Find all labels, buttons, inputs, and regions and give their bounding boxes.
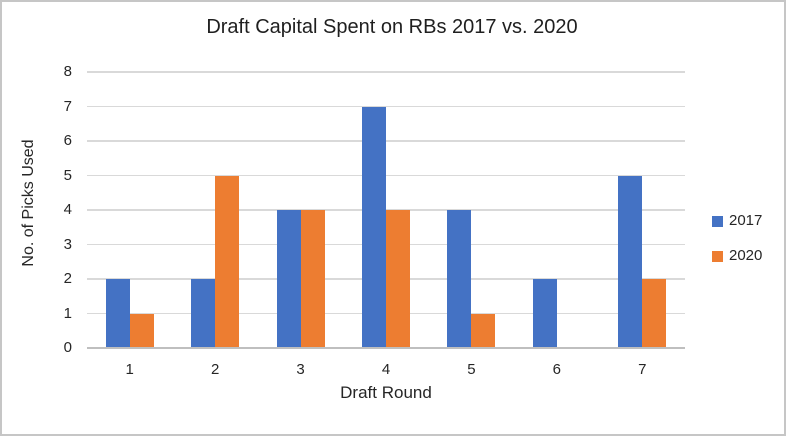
y-tick-label-8: 8: [63, 63, 72, 80]
x-tick-label-7: 7: [638, 361, 647, 378]
bar-2020-round-5: [471, 313, 496, 348]
gridline-y-8: [87, 71, 685, 73]
bar-2020-round-2: [215, 175, 240, 348]
chart-title: Draft Capital Spent on RBs 2017 vs. 2020: [206, 16, 578, 38]
legend-item-2017: 2017: [712, 213, 762, 229]
y-tick-label-3: 3: [63, 235, 72, 253]
x-axis-title: Draft Round: [340, 383, 432, 402]
x-tick-label-2: 2: [210, 361, 220, 378]
bar-2017-round-6: [532, 279, 557, 348]
legend-swatch-2020: [712, 250, 723, 262]
bar-2020-round-1: [129, 313, 154, 348]
bar-2020-round-7: [642, 279, 667, 348]
bar-2020-round-4: [386, 210, 410, 348]
y-tick-label-1: 1: [63, 304, 72, 322]
bar-2017-round-7: [618, 175, 643, 348]
bar-2017-round-1: [105, 279, 130, 348]
x-tick-label-6: 6: [552, 361, 562, 378]
legend-label-2017: 2017: [729, 212, 763, 229]
x-tick-label-4: 4: [381, 361, 391, 378]
bar-2017-round-4: [362, 106, 386, 348]
gridline-y-5: [87, 174, 685, 177]
bar-2017-round-3: [276, 210, 301, 348]
y-axis-title: No. of Picks Used: [20, 139, 37, 267]
legend-item-2020: 2020: [712, 248, 762, 264]
y-tick-label-6: 6: [63, 132, 72, 149]
y-tick-label-0: 0: [63, 339, 72, 356]
y-tick-label-4: 4: [63, 201, 72, 218]
legend: 2017 2020: [712, 213, 762, 283]
x-axis-line: [87, 347, 685, 349]
legend-label-2020: 2020: [729, 247, 763, 264]
y-tick-label-7: 7: [63, 97, 72, 115]
x-tick-label-3: 3: [296, 361, 305, 378]
x-tick-label-5: 5: [467, 361, 476, 378]
y-tick-label-2: 2: [63, 270, 72, 287]
gridline-y-7: [87, 105, 685, 108]
y-tick-label-5: 5: [63, 166, 72, 184]
gridline-y-6: [87, 140, 685, 142]
bar-2017-round-2: [191, 279, 216, 348]
legend-swatch-2017: [712, 215, 723, 227]
bar-2017-round-5: [447, 210, 472, 348]
x-tick-label-1: 1: [125, 361, 134, 378]
bar-2020-round-3: [300, 210, 325, 348]
